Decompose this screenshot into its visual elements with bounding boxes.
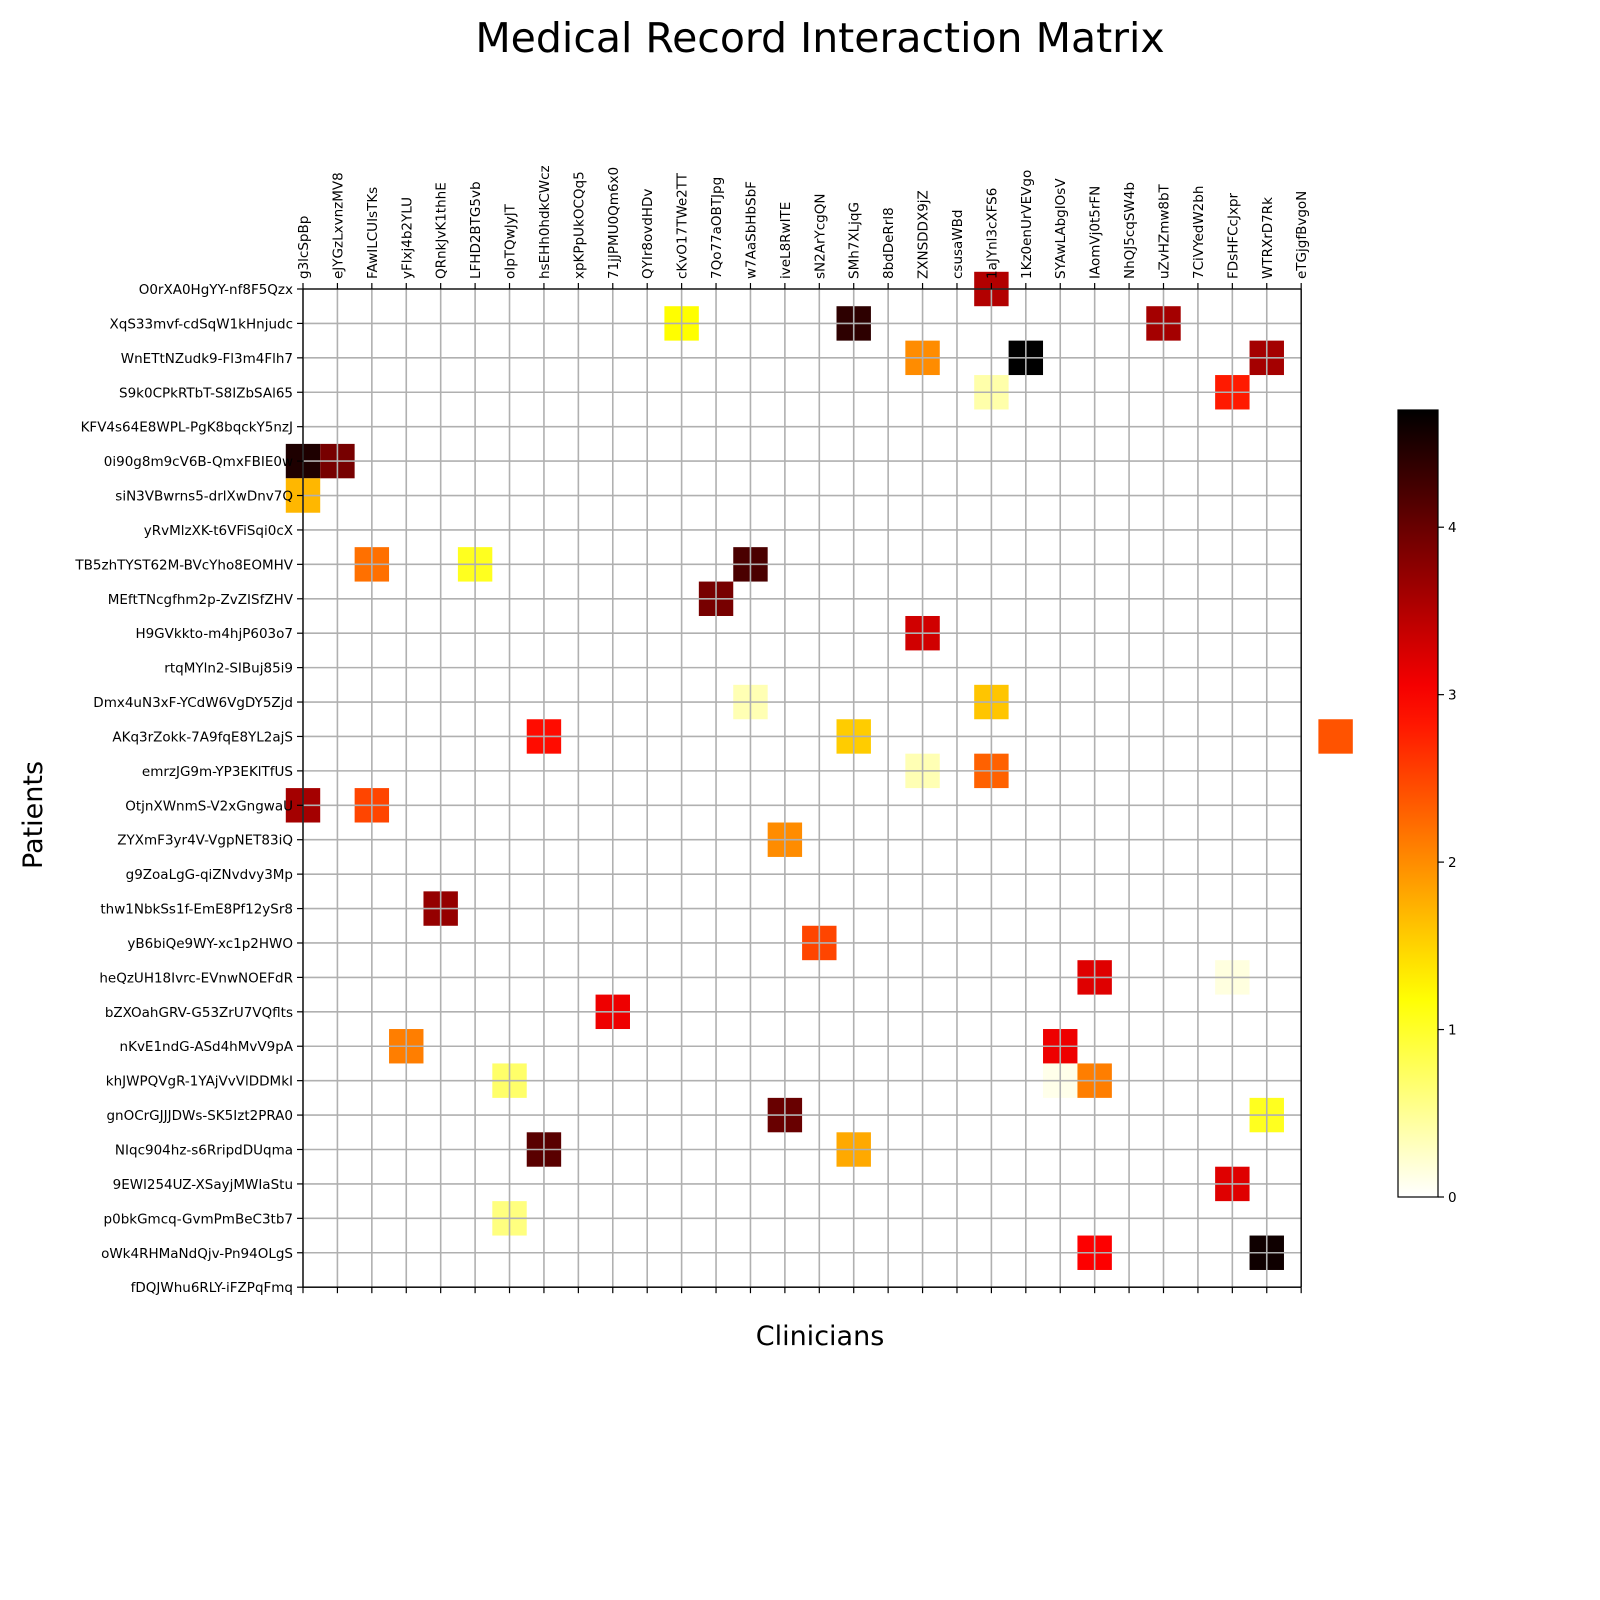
x-tick-label: w7AaSbHbSbF (743, 181, 759, 279)
x-tick-label: 71jJPMU0Qm6x0 (606, 167, 622, 279)
x-tick-label: oIpTQwJyJT (503, 203, 519, 279)
x-tick-label: hsEHh0hdkCWcz (537, 165, 553, 279)
y-tick-label: Dmx4uN3xF-YCdW6VgDY5Zjd (93, 695, 293, 711)
colorbar-tick-label: 1 (1448, 1023, 1457, 1039)
x-tick-label: uZvHZmw8bT (1157, 183, 1173, 279)
y-tick-label: khJWPQVgR-1YAjVvVlDDMkI (106, 1074, 293, 1090)
x-tick-label: 7CiVYedW2bh (1191, 186, 1207, 279)
y-tick-label: siN3VBwrns5-drlXwDnv7Q (115, 489, 293, 505)
y-tick-label: g9ZoaLgG-qiZNvdvy3Mp (126, 867, 293, 883)
colorbar-gradient (1397, 409, 1439, 1198)
colorbar: 0 1 2 3 4 (1397, 409, 1457, 1206)
x-tick-label: FAwILCUIsTKs (365, 187, 381, 279)
heatmap-cell (1318, 719, 1353, 754)
y-tick-label: H9GVkkto-m4hjP603o7 (135, 626, 293, 642)
y-tick-label: nKvE1ndG-ASd4hMvV9pA (120, 1039, 294, 1055)
y-tick-label: OtjnXWnmS-V2xGngwaU (125, 798, 293, 814)
chart-title: Medical Record Interaction Matrix (475, 14, 1164, 62)
y-axis-label: Patients (18, 761, 49, 869)
x-axis-label: Clinicians (756, 1321, 885, 1352)
x-tick-label: 1Kz0enUrVEVgo (1019, 170, 1035, 279)
x-tick-label: NhQJ5cqSW4b (1122, 182, 1138, 279)
x-tick-label: yFlxj4b2YLU (399, 197, 415, 279)
x-tick-label: eTGjgfBvgoN (1294, 191, 1310, 279)
colorbar-tick-label: 2 (1448, 855, 1457, 871)
y-tick-label: thw1NbkSs1f-EmE8Pf12ySr8 (100, 902, 293, 918)
plot-area: g3lcSpBp eJYGzLxvnzMV8 FAwILCUIsTKs yFlxj4b… (74, 165, 1353, 1296)
x-tick-label: 1aJYnl3cXFS6 (984, 188, 1000, 279)
y-tick-label: NIqc904hz-s6RripdDUqma (115, 1143, 293, 1159)
y-tick-label: S9k0CPkRTbT-S8IZbSAl65 (119, 385, 293, 401)
colorbar-tick-label: 3 (1448, 688, 1457, 704)
x-tick-label: IAomVj0t5rFN (1088, 186, 1104, 279)
y-tick-label: emrzJG9m-YP3EKlTfUS (142, 764, 293, 780)
x-tick-label: SMh7XLjqG (847, 202, 863, 279)
x-tick-label: g3lcSpBp (296, 216, 312, 279)
y-tick-label: yRvMlzXK-t6VFiSqi0cX (144, 523, 293, 539)
y-tick-label: 9EWl254UZ-XSayjMWIaStu (113, 1177, 293, 1193)
y-tick-label: TB5zhTYST62M-BVcYho8EOMHV (74, 557, 293, 573)
y-tick-label: O0rXA0HgYY-nf8F5Qzx (139, 282, 293, 298)
x-tick-label: LFHD2BTG5vb (468, 181, 484, 279)
y-tick-label: AKq3rZokk-7A9fqE8YL2ajS (112, 729, 293, 745)
x-tick-label: 8bdDeRrl8 (881, 207, 897, 279)
y-tick-label: oWk4RHMaNdQjv-Pn94OLgS (101, 1246, 293, 1262)
x-tick-label: 7Qo77aOBTJpg (709, 177, 725, 279)
x-tick-label: xpKPpUkOCQq5 (571, 171, 587, 279)
y-tick-label: KFV4s64E8WPL-PgK8bqckY5nzJ (81, 420, 293, 436)
y-tick-label: 0i90g8m9cV6B-QmxFBIE0w (104, 454, 293, 470)
x-tick-label: eJYGzLxvnzMV8 (330, 172, 346, 279)
x-tick-label: QRnkJvK1thhE (434, 182, 450, 279)
y-tick-label: WnETtNZudk9-Fl3m4Flh7 (121, 351, 293, 367)
x-tick-label: csusaWBd (950, 210, 966, 280)
x-tick-label: FDsHFCcJxpr (1225, 193, 1241, 279)
y-tick-label: gnOCrGJJJDWs-SK5Izt2PRA0 (106, 1108, 293, 1124)
colorbar-tick-label: 0 (1448, 1190, 1457, 1206)
x-tick-label: QYIr8ovdHDv (640, 189, 656, 279)
x-tick-label: SYAwLAbgIOsV (1053, 178, 1069, 279)
y-tick-label: MEftTNcgfhm2p-ZvZISfZHV (108, 592, 294, 608)
colorbar-tick-label: 4 (1448, 520, 1457, 536)
y-tick-label: rtqMYln2-SIBuj85i9 (164, 661, 293, 677)
y-tick-label: p0bkGmcq-GvmPmBeC3tb7 (104, 1211, 293, 1227)
x-tick-label: iveL8RwITE (778, 202, 794, 279)
y-tick-label: bZXOahGRV-G53ZrU7VQflts (105, 1005, 293, 1021)
y-tick-label: heQzUH18Ivrc-EVnwNOEFdR (99, 970, 293, 986)
x-tick-label: ZXNSDDX9jZ (916, 190, 932, 279)
x-tick-label: WTRXrD7Rk (1260, 197, 1276, 279)
x-tick-label: cKvO17TWe2TT (675, 172, 691, 279)
y-tick-label: yB6biQe9WY-xc1p2HWO (127, 936, 293, 952)
x-tick-label: sN2ArYcgQN (812, 194, 828, 279)
y-tick-label: fDQJWhu6RLY-iFZPqFmq (131, 1280, 293, 1296)
y-tick-label: ZYXmF3yr4V-VgpNET83iQ (117, 833, 293, 849)
y-tick-label: XqS33mvf-cdSqW1kHnjudc (110, 316, 293, 332)
